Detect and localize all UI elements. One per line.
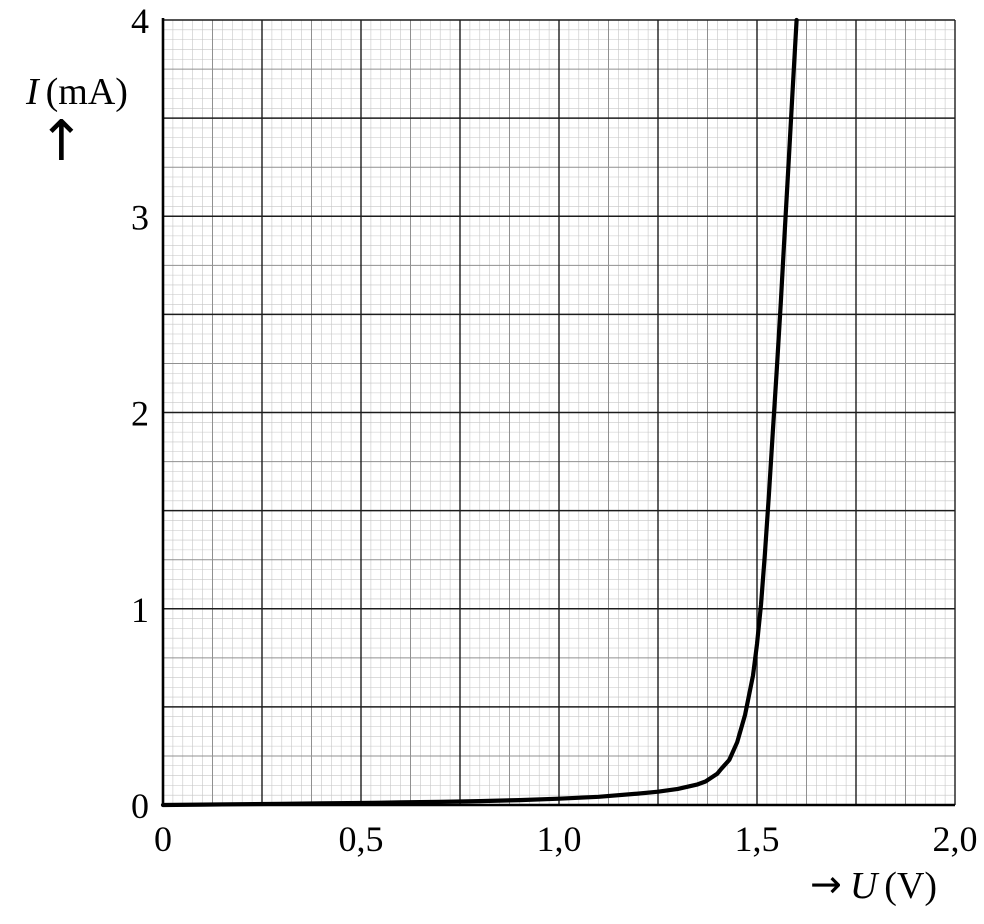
x-axis-unit: (V)	[884, 865, 938, 907]
y-tick-label: 4	[131, 1, 149, 41]
x-tick-label: 0,5	[339, 819, 384, 859]
x-axis-symbol: U	[849, 865, 878, 907]
x-tick-label: 1,5	[735, 819, 780, 859]
y-tick-label: 2	[131, 394, 149, 434]
x-tick-label: 1,0	[537, 819, 582, 859]
right-arrow-icon: →	[810, 862, 842, 906]
y-tick-label: 3	[131, 197, 149, 237]
y-axis-unit: (mA)	[45, 71, 128, 113]
x-tick-label: 0	[154, 819, 172, 859]
x-tick-label: 2,0	[933, 819, 978, 859]
y-axis-symbol: I	[26, 71, 39, 113]
diode-curve	[160, 17, 799, 808]
y-tick-label: 0	[131, 786, 149, 826]
y-tick-label: 1	[131, 590, 149, 630]
x-axis-title: → U (V)	[810, 862, 938, 908]
up-arrow-icon: ↑	[38, 109, 85, 174]
y-axis-title: I (mA)	[26, 71, 128, 114]
